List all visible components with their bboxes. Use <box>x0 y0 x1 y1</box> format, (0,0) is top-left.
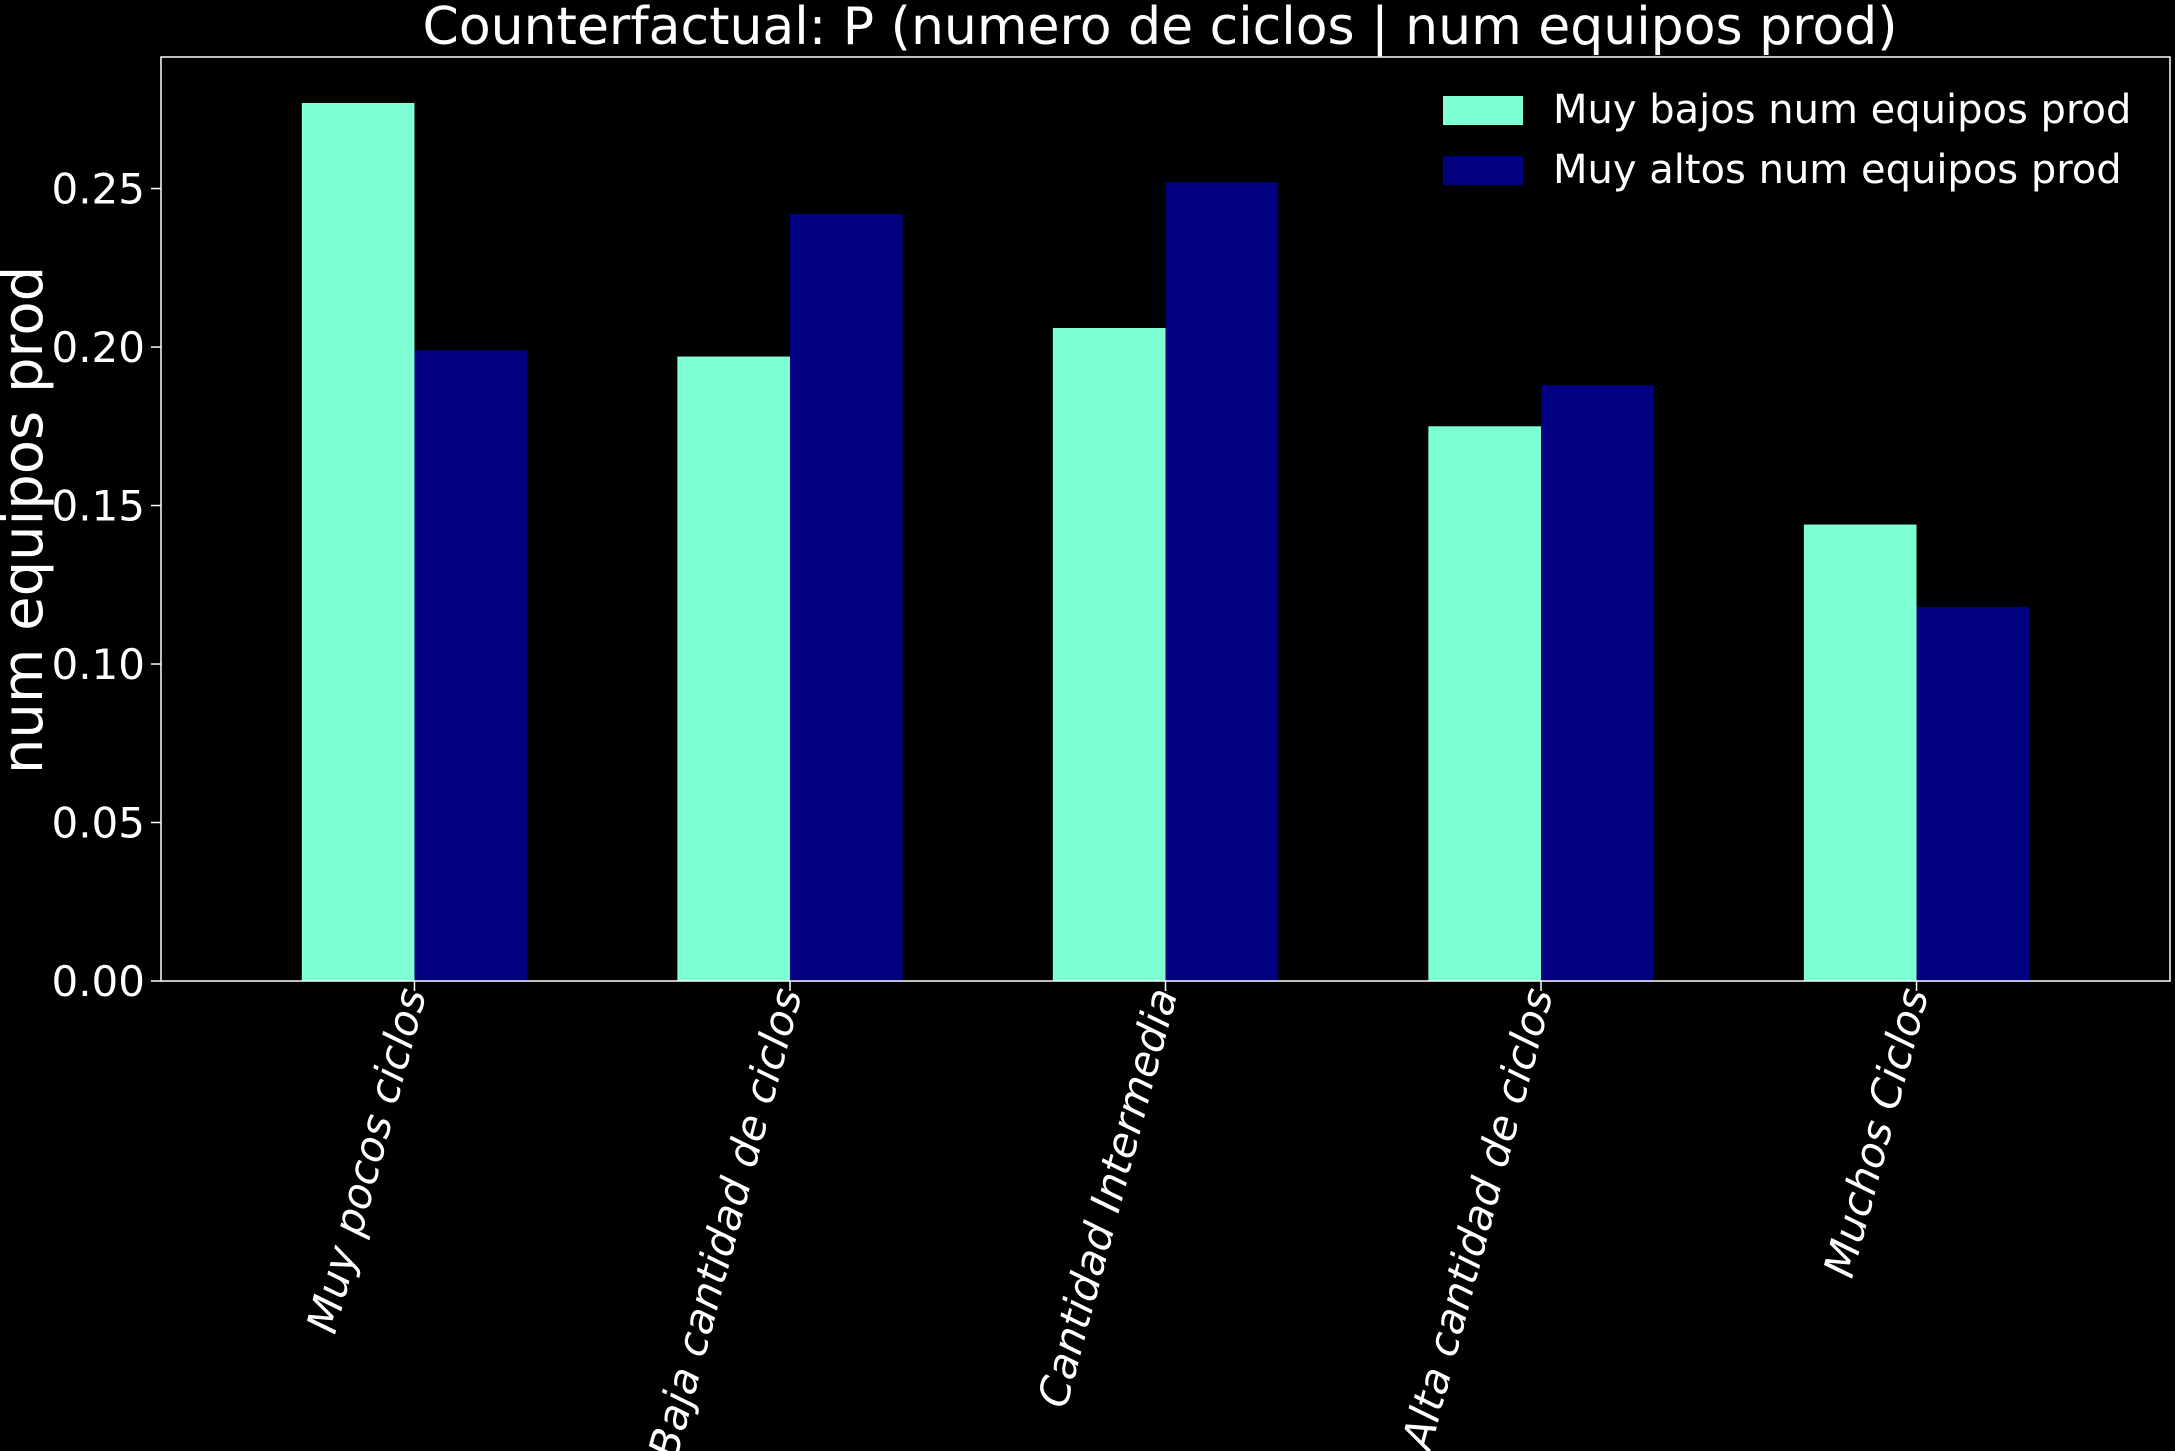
legend-swatch <box>1443 156 1523 185</box>
y-tick-label: 0.25 <box>51 165 145 214</box>
y-tick-label: 0.20 <box>51 323 145 372</box>
legend-label: Muy altos num equipos prod <box>1553 147 2122 193</box>
chart-title: Counterfactual: P (numero de ciclos | nu… <box>423 0 1898 57</box>
y-axis-ticks: 0.00 0.05 0.10 0.15 0.20 0.25 <box>51 165 161 1006</box>
legend: Muy bajos num equipos prod Muy altos num … <box>1443 87 2131 193</box>
bar-muy-altos-2 <box>789 213 903 982</box>
y-axis-label: num equipos prod <box>0 266 56 774</box>
bar-muy-bajos-3 <box>1052 328 1166 981</box>
bar-muy-bajos-1 <box>301 102 415 981</box>
y-tick-label: 0.05 <box>51 799 145 848</box>
plot-frame <box>160 56 2171 982</box>
bar-muy-bajos-5 <box>1803 524 1917 981</box>
y-tick-label: 0.10 <box>51 640 145 689</box>
bar-muy-altos-1 <box>414 350 528 982</box>
bar-muy-altos-4 <box>1541 385 1654 982</box>
y-tick-label: 0.15 <box>51 482 145 531</box>
bars-group <box>301 102 2030 982</box>
bar-muy-altos-5 <box>1916 606 2030 981</box>
bar-muy-altos-3 <box>1165 182 1279 982</box>
y-tick-label: 0.00 <box>51 957 145 1006</box>
bar-muy-bajos-4 <box>1428 426 1542 981</box>
legend-swatch <box>1443 96 1523 125</box>
legend-label: Muy bajos num equipos prod <box>1553 87 2131 133</box>
bar-muy-bajos-2 <box>677 356 790 981</box>
